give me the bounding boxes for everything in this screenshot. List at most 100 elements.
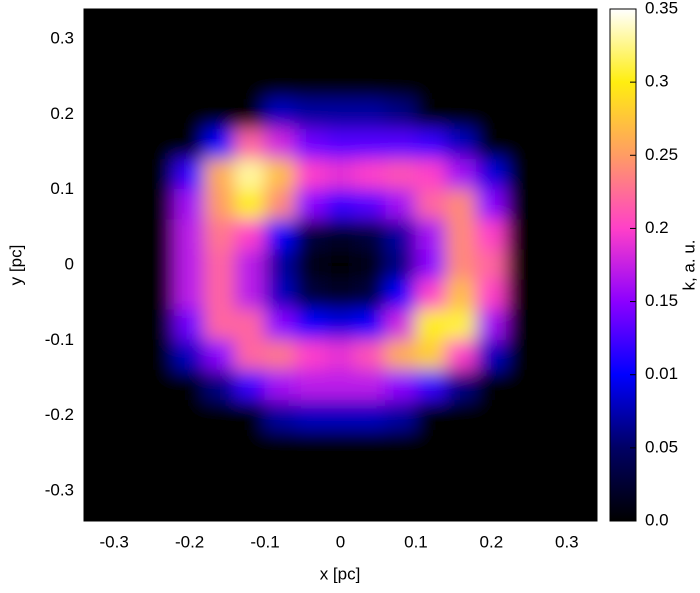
heat-cell <box>445 430 477 462</box>
heat-cell <box>385 68 417 100</box>
heat-cell <box>505 400 538 432</box>
heat-cell <box>385 430 417 462</box>
heat-cell <box>385 128 417 161</box>
heat-cell <box>174 98 206 130</box>
heat-cell <box>415 430 447 462</box>
heat-cell <box>475 339 507 371</box>
heat-cell <box>264 279 296 311</box>
heat-cell <box>143 279 176 311</box>
heat-cell <box>324 128 357 161</box>
heat-cell <box>234 339 266 371</box>
heat-cell <box>234 219 266 251</box>
heat-cell <box>445 159 477 191</box>
heat-cell <box>174 400 206 432</box>
heat-cell <box>475 309 507 341</box>
heat-cell <box>324 309 357 341</box>
heat-cell <box>355 400 387 432</box>
heat-cell <box>234 369 266 402</box>
heat-cell <box>445 400 477 432</box>
heat-cell <box>204 219 236 251</box>
heat-cell <box>355 68 387 100</box>
heat-cell <box>505 68 538 100</box>
heat-cell <box>174 189 206 221</box>
heat-cell <box>264 309 296 341</box>
heat-cell <box>415 249 447 281</box>
heat-cell <box>475 98 507 130</box>
heat-cell <box>355 128 387 161</box>
heat-cell <box>174 159 206 191</box>
x-tick-label: 0.1 <box>404 532 428 551</box>
colorbar-label: k, a. u. <box>679 239 698 290</box>
heat-cell <box>445 369 477 402</box>
heat-cell <box>505 98 538 130</box>
heat-cell <box>415 309 447 341</box>
heat-cell <box>385 249 417 281</box>
heat-cell <box>415 279 447 311</box>
heat-cell <box>174 219 206 251</box>
heat-cell <box>143 249 176 281</box>
heat-cell <box>355 98 387 130</box>
heat-cell <box>505 309 538 341</box>
heat-cell <box>415 98 447 130</box>
heat-cell <box>234 68 266 100</box>
x-tick-label: -0.1 <box>250 532 279 551</box>
heat-cell <box>505 219 538 251</box>
colorbar-tick-label: 0.3 <box>645 72 669 91</box>
heat-cell <box>385 98 417 130</box>
heat-cell <box>355 279 387 311</box>
heat-cell <box>324 189 357 221</box>
heat-cell <box>505 159 538 191</box>
x-tick-label: -0.2 <box>175 532 204 551</box>
heat-cell <box>324 339 357 371</box>
heat-cell <box>294 339 326 371</box>
x-tick-label: 0 <box>336 532 345 551</box>
heat-cell <box>505 430 538 462</box>
heat-cell <box>355 189 387 221</box>
heat-cell <box>294 400 326 432</box>
heat-cell <box>324 159 357 191</box>
heat-cell <box>264 189 296 221</box>
heat-cell <box>204 369 236 402</box>
heat-cell <box>174 369 206 402</box>
y-tick-label: 0.3 <box>50 29 74 48</box>
heat-cell <box>294 430 326 462</box>
heat-cell <box>234 430 266 462</box>
heat-cell <box>415 128 447 161</box>
heat-cell <box>355 309 387 341</box>
heat-cell <box>143 400 176 432</box>
colorbar <box>609 8 637 522</box>
heat-cell <box>264 159 296 191</box>
heat-cell <box>475 369 507 402</box>
heat-cell <box>355 159 387 191</box>
colorbar-tick-label: 0.25 <box>645 145 678 164</box>
heat-cell <box>204 159 236 191</box>
heat-cell <box>294 309 326 341</box>
heat-cell <box>143 309 176 341</box>
heat-cell <box>143 339 176 371</box>
heat-cell <box>385 400 417 432</box>
heat-cell <box>475 68 507 100</box>
heat-cell <box>475 430 507 462</box>
heat-cell <box>294 249 326 281</box>
y-tick-label: 0.1 <box>50 179 74 198</box>
heat-cell <box>174 128 206 161</box>
heat-cell <box>264 249 296 281</box>
heat-cell <box>445 68 477 100</box>
heat-cell <box>204 279 236 311</box>
heat-cell <box>355 369 387 402</box>
heat-cell <box>204 68 236 100</box>
heat-cell <box>264 68 296 100</box>
heat-cell <box>143 219 176 251</box>
heat-cell <box>505 128 538 161</box>
heat-cell <box>415 400 447 432</box>
heat-cell <box>385 279 417 311</box>
x-axis-label: x [pc] <box>320 564 361 583</box>
heat-cell <box>505 189 538 221</box>
heat-cell <box>324 249 357 281</box>
heat-cell <box>475 159 507 191</box>
colorbar-tick-label: 0.05 <box>645 437 678 456</box>
heat-cell <box>234 189 266 221</box>
heat-cell <box>355 219 387 251</box>
x-tick-label: 0.3 <box>555 532 579 551</box>
heat-cell <box>415 339 447 371</box>
